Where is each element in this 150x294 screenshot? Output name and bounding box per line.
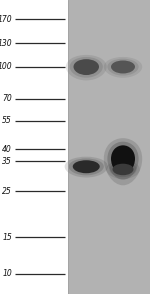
Ellipse shape <box>73 160 100 173</box>
Text: 100: 100 <box>0 62 12 71</box>
Ellipse shape <box>66 55 107 80</box>
Ellipse shape <box>107 59 139 76</box>
Ellipse shape <box>65 157 108 178</box>
Ellipse shape <box>106 161 140 179</box>
Text: 10: 10 <box>2 269 12 278</box>
Text: 70: 70 <box>2 94 12 103</box>
Ellipse shape <box>69 158 104 175</box>
Text: 40: 40 <box>2 145 12 154</box>
Bar <box>68 0 150 294</box>
Text: 130: 130 <box>0 39 12 48</box>
Text: 170: 170 <box>0 14 12 24</box>
Text: 55: 55 <box>2 116 12 125</box>
Ellipse shape <box>111 145 135 174</box>
Ellipse shape <box>111 61 135 74</box>
Ellipse shape <box>109 162 137 177</box>
Ellipse shape <box>107 142 139 180</box>
Text: 35: 35 <box>2 157 12 166</box>
Text: 15: 15 <box>2 233 12 242</box>
Ellipse shape <box>70 57 103 78</box>
Ellipse shape <box>74 59 99 75</box>
Ellipse shape <box>104 57 142 78</box>
Text: 25: 25 <box>2 187 12 196</box>
Ellipse shape <box>112 164 134 175</box>
Ellipse shape <box>104 138 142 185</box>
